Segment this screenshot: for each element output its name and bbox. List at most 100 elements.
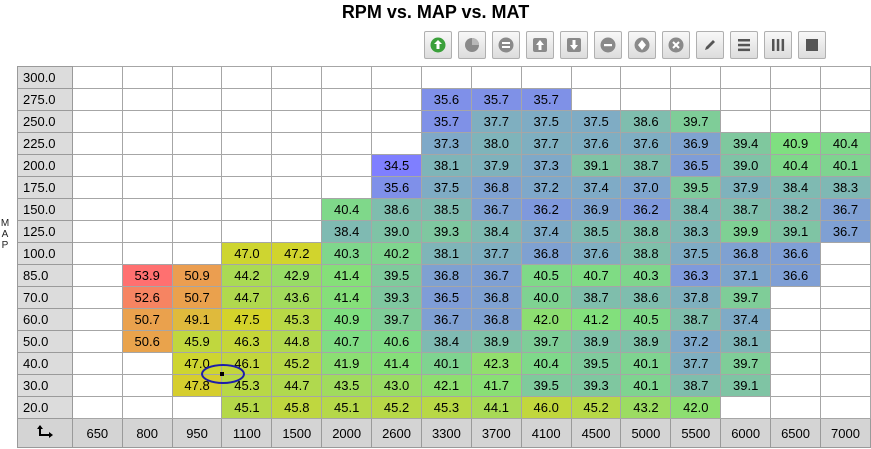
table-cell[interactable]: 39.7 bbox=[670, 110, 722, 133]
table-cell[interactable]: 42.9 bbox=[271, 264, 323, 287]
table-cell[interactable]: 36.7 bbox=[470, 264, 522, 287]
table-cell[interactable] bbox=[171, 66, 223, 89]
table-cell[interactable]: 37.5 bbox=[570, 110, 622, 133]
table-cell[interactable]: 44.2 bbox=[221, 264, 273, 287]
table-cell[interactable]: 36.5 bbox=[670, 154, 722, 177]
table-cell[interactable]: 40.0 bbox=[520, 286, 572, 309]
table-cell[interactable] bbox=[271, 154, 323, 177]
table-cell[interactable]: 35.7 bbox=[520, 88, 572, 111]
table-cell[interactable]: 38.9 bbox=[470, 330, 522, 353]
table-cell[interactable]: 47.0 bbox=[221, 242, 273, 265]
table-cell[interactable] bbox=[221, 220, 273, 243]
table-cell[interactable]: 38.9 bbox=[620, 330, 672, 353]
table-cell[interactable] bbox=[420, 66, 472, 89]
table-cell[interactable]: 39.5 bbox=[520, 374, 572, 397]
table-cell[interactable]: 42.0 bbox=[520, 308, 572, 331]
table-cell[interactable]: 39.7 bbox=[520, 330, 572, 353]
table-cell[interactable]: 46.3 bbox=[221, 330, 273, 353]
table-cell[interactable] bbox=[71, 264, 123, 287]
table-cell[interactable]: 37.6 bbox=[570, 132, 622, 155]
table-cell[interactable] bbox=[720, 66, 772, 89]
table-cell[interactable] bbox=[221, 198, 273, 221]
table-cell[interactable]: 50.9 bbox=[171, 264, 223, 287]
table-cell[interactable]: 39.3 bbox=[570, 374, 622, 397]
columns-button[interactable] bbox=[764, 31, 792, 59]
table-cell[interactable] bbox=[71, 396, 123, 419]
table-cell[interactable]: 41.4 bbox=[321, 286, 373, 309]
table-cell[interactable] bbox=[171, 396, 223, 419]
table-cell[interactable] bbox=[470, 66, 522, 89]
table-cell[interactable]: 38.2 bbox=[770, 198, 821, 221]
table-cell[interactable]: 38.7 bbox=[720, 198, 772, 221]
table-cell[interactable]: 36.7 bbox=[470, 198, 522, 221]
table-cell[interactable]: 36.2 bbox=[520, 198, 572, 221]
table-cell[interactable]: 39.3 bbox=[371, 286, 422, 309]
table-cell[interactable]: 45.3 bbox=[271, 308, 323, 331]
table-cell[interactable]: 37.1 bbox=[720, 264, 772, 287]
table-cell[interactable]: 45.2 bbox=[271, 352, 323, 375]
table-cell[interactable]: 45.2 bbox=[570, 396, 622, 419]
table-cell[interactable]: 43.0 bbox=[371, 374, 422, 397]
table-cell[interactable]: 37.4 bbox=[720, 308, 772, 331]
table-cell[interactable]: 41.7 bbox=[470, 374, 522, 397]
table-cell[interactable] bbox=[121, 374, 173, 397]
table-cell[interactable]: 38.5 bbox=[570, 220, 622, 243]
table-cell[interactable]: 38.6 bbox=[371, 198, 422, 221]
table-cell[interactable]: 39.0 bbox=[371, 220, 422, 243]
table-cell[interactable]: 40.4 bbox=[819, 132, 871, 155]
table-cell[interactable] bbox=[819, 308, 871, 331]
table-cell[interactable] bbox=[770, 88, 821, 111]
table-cell[interactable]: 37.7 bbox=[670, 352, 722, 375]
table-cell[interactable] bbox=[321, 66, 373, 89]
table-cell[interactable]: 35.6 bbox=[420, 88, 472, 111]
table-cell[interactable]: 37.4 bbox=[520, 220, 572, 243]
table-cell[interactable] bbox=[770, 330, 821, 353]
table-cell[interactable]: 43.5 bbox=[321, 374, 373, 397]
table-cell[interactable] bbox=[221, 66, 273, 89]
table-cell[interactable]: 50.7 bbox=[121, 308, 173, 331]
table-cell[interactable]: 36.7 bbox=[420, 308, 472, 331]
table-cell[interactable] bbox=[670, 88, 722, 111]
table-cell[interactable] bbox=[121, 154, 173, 177]
decrement-button[interactable] bbox=[560, 31, 588, 59]
table-cell[interactable] bbox=[271, 88, 323, 111]
table-cell[interactable]: 36.7 bbox=[819, 220, 871, 243]
table-cell[interactable]: 35.7 bbox=[470, 88, 522, 111]
table-cell[interactable]: 38.3 bbox=[819, 176, 871, 199]
table-cell[interactable] bbox=[171, 220, 223, 243]
table-cell[interactable]: 38.7 bbox=[620, 154, 672, 177]
table-cell[interactable]: 40.1 bbox=[819, 154, 871, 177]
table-cell[interactable]: 39.1 bbox=[720, 374, 772, 397]
table-cell[interactable]: 45.3 bbox=[420, 396, 472, 419]
table-cell[interactable]: 39.4 bbox=[720, 132, 772, 155]
table-cell[interactable] bbox=[271, 132, 323, 155]
table-cell[interactable]: 36.8 bbox=[470, 308, 522, 331]
table-cell[interactable]: 39.7 bbox=[371, 308, 422, 331]
table-cell[interactable] bbox=[71, 132, 123, 155]
table-cell[interactable]: 38.6 bbox=[620, 110, 672, 133]
table-cell[interactable]: 42.3 bbox=[470, 352, 522, 375]
table-cell[interactable] bbox=[171, 132, 223, 155]
table-cell[interactable]: 37.6 bbox=[570, 242, 622, 265]
table-cell[interactable]: 37.5 bbox=[420, 176, 472, 199]
table-cell[interactable] bbox=[770, 110, 821, 133]
table-cell[interactable] bbox=[71, 352, 123, 375]
table-cell[interactable] bbox=[71, 176, 123, 199]
table-cell[interactable]: 44.7 bbox=[271, 374, 323, 397]
table-cell[interactable]: 40.6 bbox=[371, 330, 422, 353]
table-cell[interactable]: 41.4 bbox=[371, 352, 422, 375]
table-cell[interactable]: 39.0 bbox=[720, 154, 772, 177]
table-cell[interactable]: 43.6 bbox=[271, 286, 323, 309]
table-cell[interactable]: 39.3 bbox=[420, 220, 472, 243]
table-cell[interactable]: 36.9 bbox=[670, 132, 722, 155]
table-cell[interactable] bbox=[321, 176, 373, 199]
table-cell[interactable]: 47.5 bbox=[221, 308, 273, 331]
table-cell[interactable] bbox=[221, 110, 273, 133]
table-cell[interactable] bbox=[570, 66, 622, 89]
table-cell[interactable]: 37.8 bbox=[670, 286, 722, 309]
table-cell[interactable] bbox=[670, 66, 722, 89]
table-cell[interactable]: 38.5 bbox=[420, 198, 472, 221]
table-cell[interactable] bbox=[819, 110, 871, 133]
table-cell[interactable]: 39.1 bbox=[770, 220, 821, 243]
table-cell[interactable]: 38.3 bbox=[670, 220, 722, 243]
